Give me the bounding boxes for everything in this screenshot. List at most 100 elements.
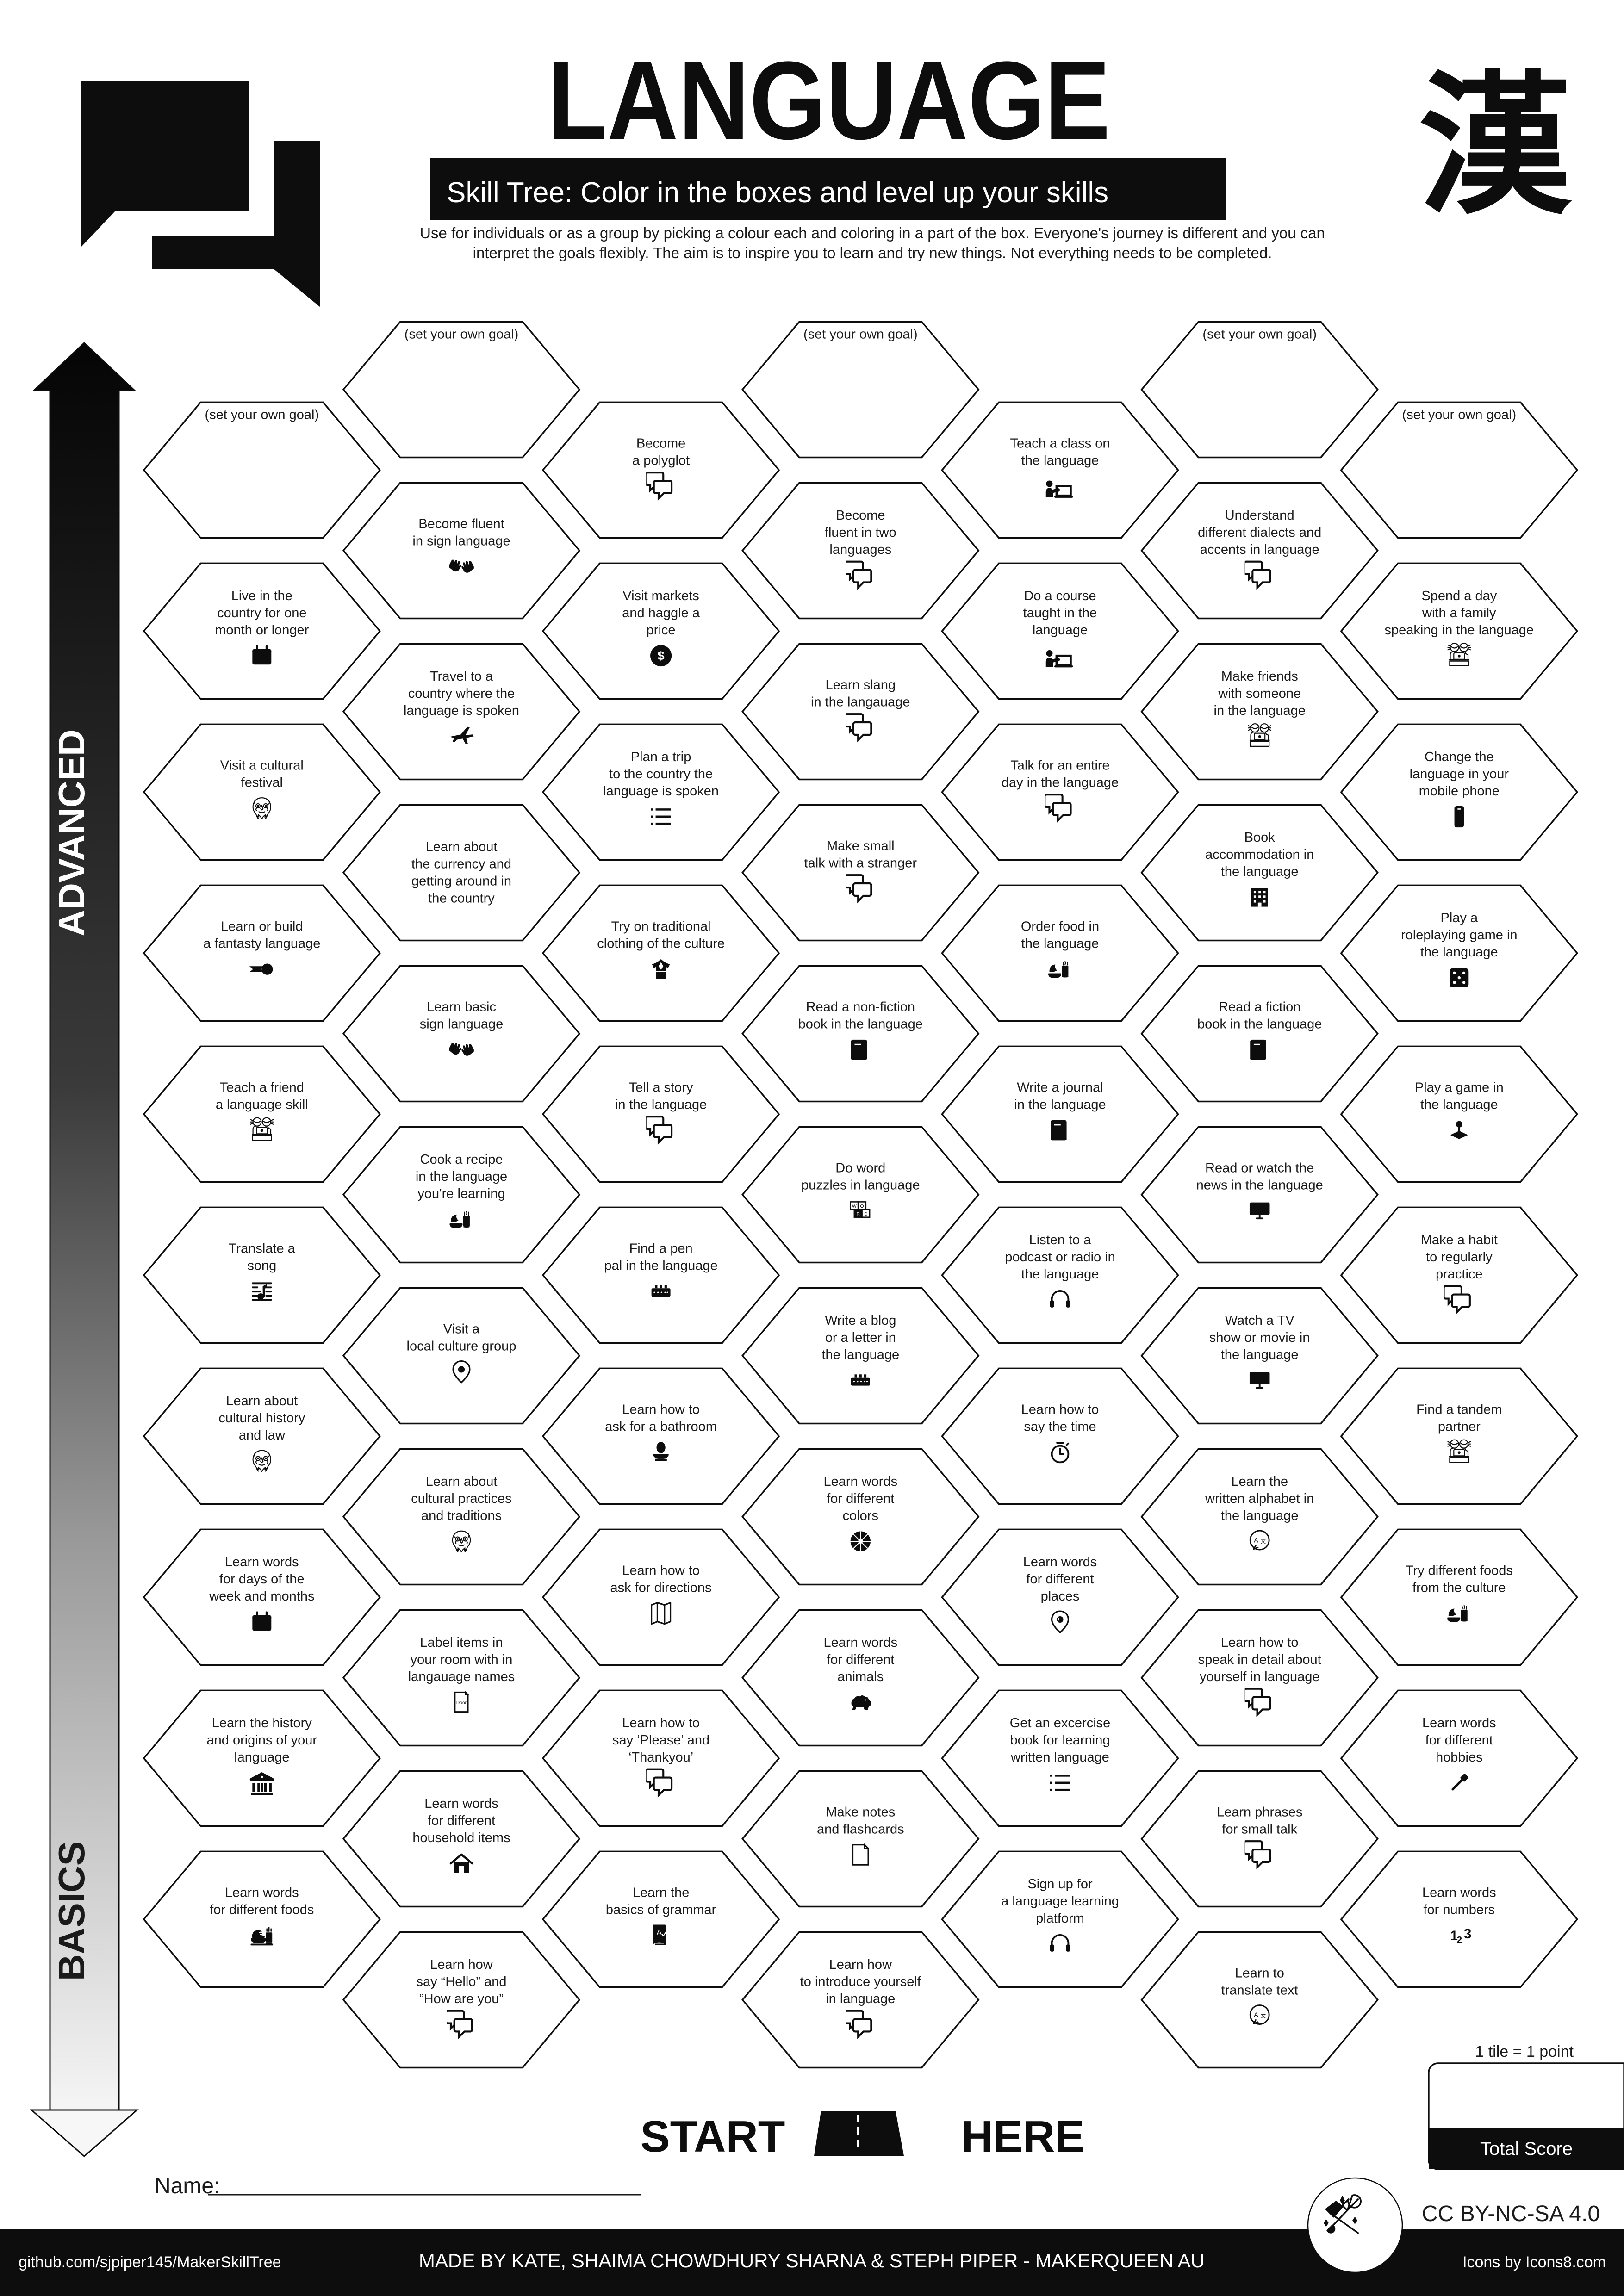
svg-text:Door: Door [456,1700,467,1706]
svg-text:roleplaying game in: roleplaying game in [1401,928,1517,943]
svg-text:the language: the language [1221,1508,1299,1523]
svg-text:Plan a trip: Plan a trip [631,750,691,764]
svg-text:Learn how: Learn how [829,1957,892,1972]
svg-text:Get an excercise: Get an excercise [1010,1716,1111,1731]
svg-text:Learn how to: Learn how to [622,1564,700,1578]
svg-text:Make a habit: Make a habit [1421,1233,1498,1247]
svg-text:and law: and law [239,1428,286,1443]
svg-text:A: A [1254,1537,1258,1544]
svg-text:a fantasty language: a fantasty language [203,937,320,951]
svg-text:Visit a cultural: Visit a cultural [220,758,304,773]
svg-text:langauage names: langauage names [408,1669,515,1684]
svg-text:podcast or radio in: podcast or radio in [1005,1250,1115,1265]
svg-text:(set your own goal): (set your own goal) [1202,327,1317,341]
svg-text:interpret the goals flexibly.: interpret the goals flexibly. The aim is… [473,244,1272,261]
svg-text:Icons by Icons8.com: Icons by Icons8.com [1462,2253,1606,2271]
svg-text:”How are you”: ”How are you” [419,1992,504,2006]
svg-text:the country: the country [428,891,495,906]
svg-text:github.com/sjpiper145/MakerSki: github.com/sjpiper145/MakerSkillTree [19,2253,281,2271]
svg-text:festival: festival [241,776,283,790]
svg-text:3: 3 [1464,1926,1471,1942]
svg-text:price: price [647,623,676,638]
svg-text:yourself in language: yourself in language [1200,1669,1320,1684]
svg-text:Learn the: Learn the [1231,1474,1288,1489]
svg-text:colors: colors [843,1508,878,1523]
svg-text:in the language: in the language [416,1169,507,1184]
svg-text:the language: the language [1221,1347,1299,1362]
svg-text:animals: animals [837,1669,884,1684]
svg-text:sign language: sign language [420,1017,504,1032]
svg-text:Learn how: Learn how [430,1957,493,1972]
svg-text:Learn to: Learn to [1235,1966,1284,1981]
svg-text:in the language: in the language [1014,1098,1106,1112]
svg-text:a language skill: a language skill [216,1098,308,1112]
svg-text:for different: for different [1026,1572,1094,1587]
svg-text:$: $ [658,649,665,663]
svg-text:language is spoken: language is spoken [404,703,519,718]
svg-text:fluent in two: fluent in two [825,525,896,540]
svg-text:your room with in: your room with in [411,1652,513,1667]
svg-text:Skill Tree: Color in the boxe: Skill Tree: Color in the boxes and level… [447,177,1108,209]
svg-text:song: song [247,1259,276,1273]
svg-text:A: A [1254,2011,1258,2018]
svg-text:Teach a friend: Teach a friend [220,1080,304,1095]
svg-text:for different: for different [827,1491,894,1506]
svg-text:and origins of your: and origins of your [207,1733,317,1748]
svg-text:Learn or build: Learn or build [221,919,303,934]
svg-text:written alphabet in: written alphabet in [1205,1491,1314,1506]
svg-text:Learn words: Learn words [1422,1716,1496,1731]
svg-text:month or longer: month or longer [215,623,309,638]
svg-text:to introduce yourself: to introduce yourself [800,1974,921,1989]
svg-text:with a family: with a family [1422,606,1496,621]
svg-text:from the culture: from the culture [1412,1581,1506,1595]
svg-text:for small talk: for small talk [1222,1822,1297,1837]
svg-text:language is spoken: language is spoken [603,784,719,799]
svg-text:文: 文 [1261,2012,1266,2019]
svg-text:2: 2 [1457,1935,1462,1945]
svg-text:BASICS: BASICS [51,1841,92,1981]
svg-text:(set your own goal): (set your own goal) [1402,407,1516,422]
svg-text:to the country the: to the country the [609,767,713,782]
svg-text:A: A [657,1928,662,1936]
svg-text:Spend a day: Spend a day [1421,589,1497,603]
svg-text:for days of the: for days of the [219,1572,305,1587]
svg-text:hobbies: hobbies [1436,1750,1483,1765]
svg-text:文: 文 [1261,1538,1266,1545]
svg-text:in the language: in the language [615,1098,707,1112]
svg-text:speaking in the language: speaking in the language [1385,623,1534,638]
svg-text:for numbers: for numbers [1423,1903,1495,1917]
svg-text:book in the language: book in the language [798,1017,923,1032]
svg-text:a polyglot: a polyglot [632,453,690,468]
svg-text:Travel to a: Travel to a [430,669,493,684]
svg-text:Learn words: Learn words [1023,1555,1097,1570]
svg-text:Change the: Change the [1425,750,1494,764]
svg-text:Become: Become [836,508,885,523]
svg-text:platform: platform [1036,1911,1084,1926]
svg-text:written language: written language [1010,1750,1109,1765]
svg-text:Teach a class on: Teach a class on [1010,436,1110,451]
svg-text:and traditions: and traditions [421,1508,502,1523]
svg-text:accents in language: accents in language [1200,542,1319,557]
svg-text:Read a non-fiction: Read a non-fiction [806,1000,915,1015]
svg-text:Understand: Understand [1225,508,1294,523]
svg-text:mobile phone: mobile phone [1419,784,1500,799]
svg-text:taught in the: taught in the [1023,606,1097,621]
svg-text:Sign up for: Sign up for [1027,1877,1093,1892]
svg-text:in sign language: in sign language [412,534,510,549]
svg-text:the language: the language [1420,945,1498,960]
svg-text:Tell a story: Tell a story [629,1080,693,1095]
svg-text:Label items in: Label items in [420,1635,503,1650]
svg-text:Learn how to: Learn how to [1221,1635,1299,1650]
svg-text:Learn words: Learn words [824,1635,898,1650]
svg-text:Learn slang: Learn slang [826,678,896,693]
svg-text:(set your own goal): (set your own goal) [205,407,319,422]
svg-text:Total Score: Total Score [1480,2139,1573,2159]
svg-text:country for one: country for one [217,606,306,621]
svg-text:book in the language: book in the language [1197,1017,1322,1032]
svg-text:Learn how to: Learn how to [622,1402,700,1417]
svg-text:Play a game in: Play a game in [1415,1080,1504,1095]
svg-text:Talk for an entire: Talk for an entire [1010,758,1109,773]
svg-text:Watch a TV: Watch a TV [1225,1313,1295,1328]
svg-text:Learn basic: Learn basic [427,1000,496,1015]
svg-text:Translate a: Translate a [229,1241,296,1256]
